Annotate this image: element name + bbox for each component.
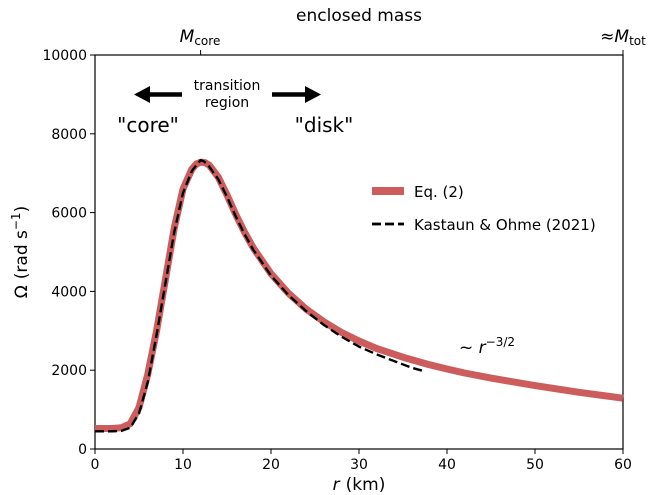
top-tick-tot-symbol: M <box>614 27 629 47</box>
y-tick-label-5: 10000 <box>42 48 87 64</box>
series-lines <box>95 160 623 431</box>
right-arrow <box>272 86 321 103</box>
legend-label-eq2: Eq. (2) <box>414 183 464 201</box>
y-axis-unit: (rad s <box>12 230 32 279</box>
power-law-exp: −3/2 <box>486 335 515 349</box>
top-tick-label-tot: ≈Mtot <box>600 27 646 48</box>
top-tick-core-symbol: M <box>180 27 195 47</box>
x-tick-label-3: 30 <box>350 457 368 473</box>
y-tick-label-0: 0 <box>78 442 87 458</box>
y-tick-label-4: 8000 <box>51 127 87 143</box>
transition-label-line1: transition <box>194 78 261 94</box>
legend: Eq. (2) Kastaun & Ohme (2021) <box>372 183 596 234</box>
y-axis-symbol: Ω <box>12 285 32 298</box>
x-tick-label-6: 60 <box>614 457 632 473</box>
power-law-label: ~ r−3/2 <box>459 335 515 358</box>
x-tick-label-4: 40 <box>438 457 456 473</box>
series-line-0 <box>95 162 623 428</box>
top-tick-tot-sub: tot <box>629 34 646 48</box>
power-law-base: ~ r <box>459 338 487 358</box>
axis-ticks: 0 10 20 30 40 50 60 0 2000 4000 6000 8000 10000 <box>42 48 631 473</box>
legend-label-kastaun: Kastaun & Ohme (2021) <box>414 216 596 234</box>
y-axis-unit-close: ) <box>12 206 32 213</box>
x-tick-label-5: 50 <box>526 457 544 473</box>
y-tick-label-1: 2000 <box>51 363 87 379</box>
top-tick-label-core: Mcore <box>180 27 221 48</box>
top-tick-tot-prefix: ≈ <box>600 27 614 47</box>
x-tick-label-2: 20 <box>262 457 280 473</box>
y-axis-unit-sup: −1 <box>9 212 23 230</box>
top-tick-core-sub: core <box>194 34 220 48</box>
x-axis-symbol: r <box>333 475 341 495</box>
x-tick-label-1: 10 <box>174 457 192 473</box>
top-axis-title: enclosed mass <box>296 6 422 26</box>
transition-label-line2: region <box>205 95 249 111</box>
y-tick-label-3: 6000 <box>51 206 87 222</box>
core-label: "core" <box>117 113 179 137</box>
disk-label: "disk" <box>295 113 354 137</box>
x-axis-title: r (km) <box>333 475 386 495</box>
left-arrow <box>134 86 182 103</box>
y-tick-label-2: 4000 <box>51 284 87 300</box>
x-axis-unit: (km) <box>346 475 386 495</box>
x-tick-label-0: 0 <box>91 457 100 473</box>
y-axis-title: Ω (rad s−1) <box>9 206 32 298</box>
